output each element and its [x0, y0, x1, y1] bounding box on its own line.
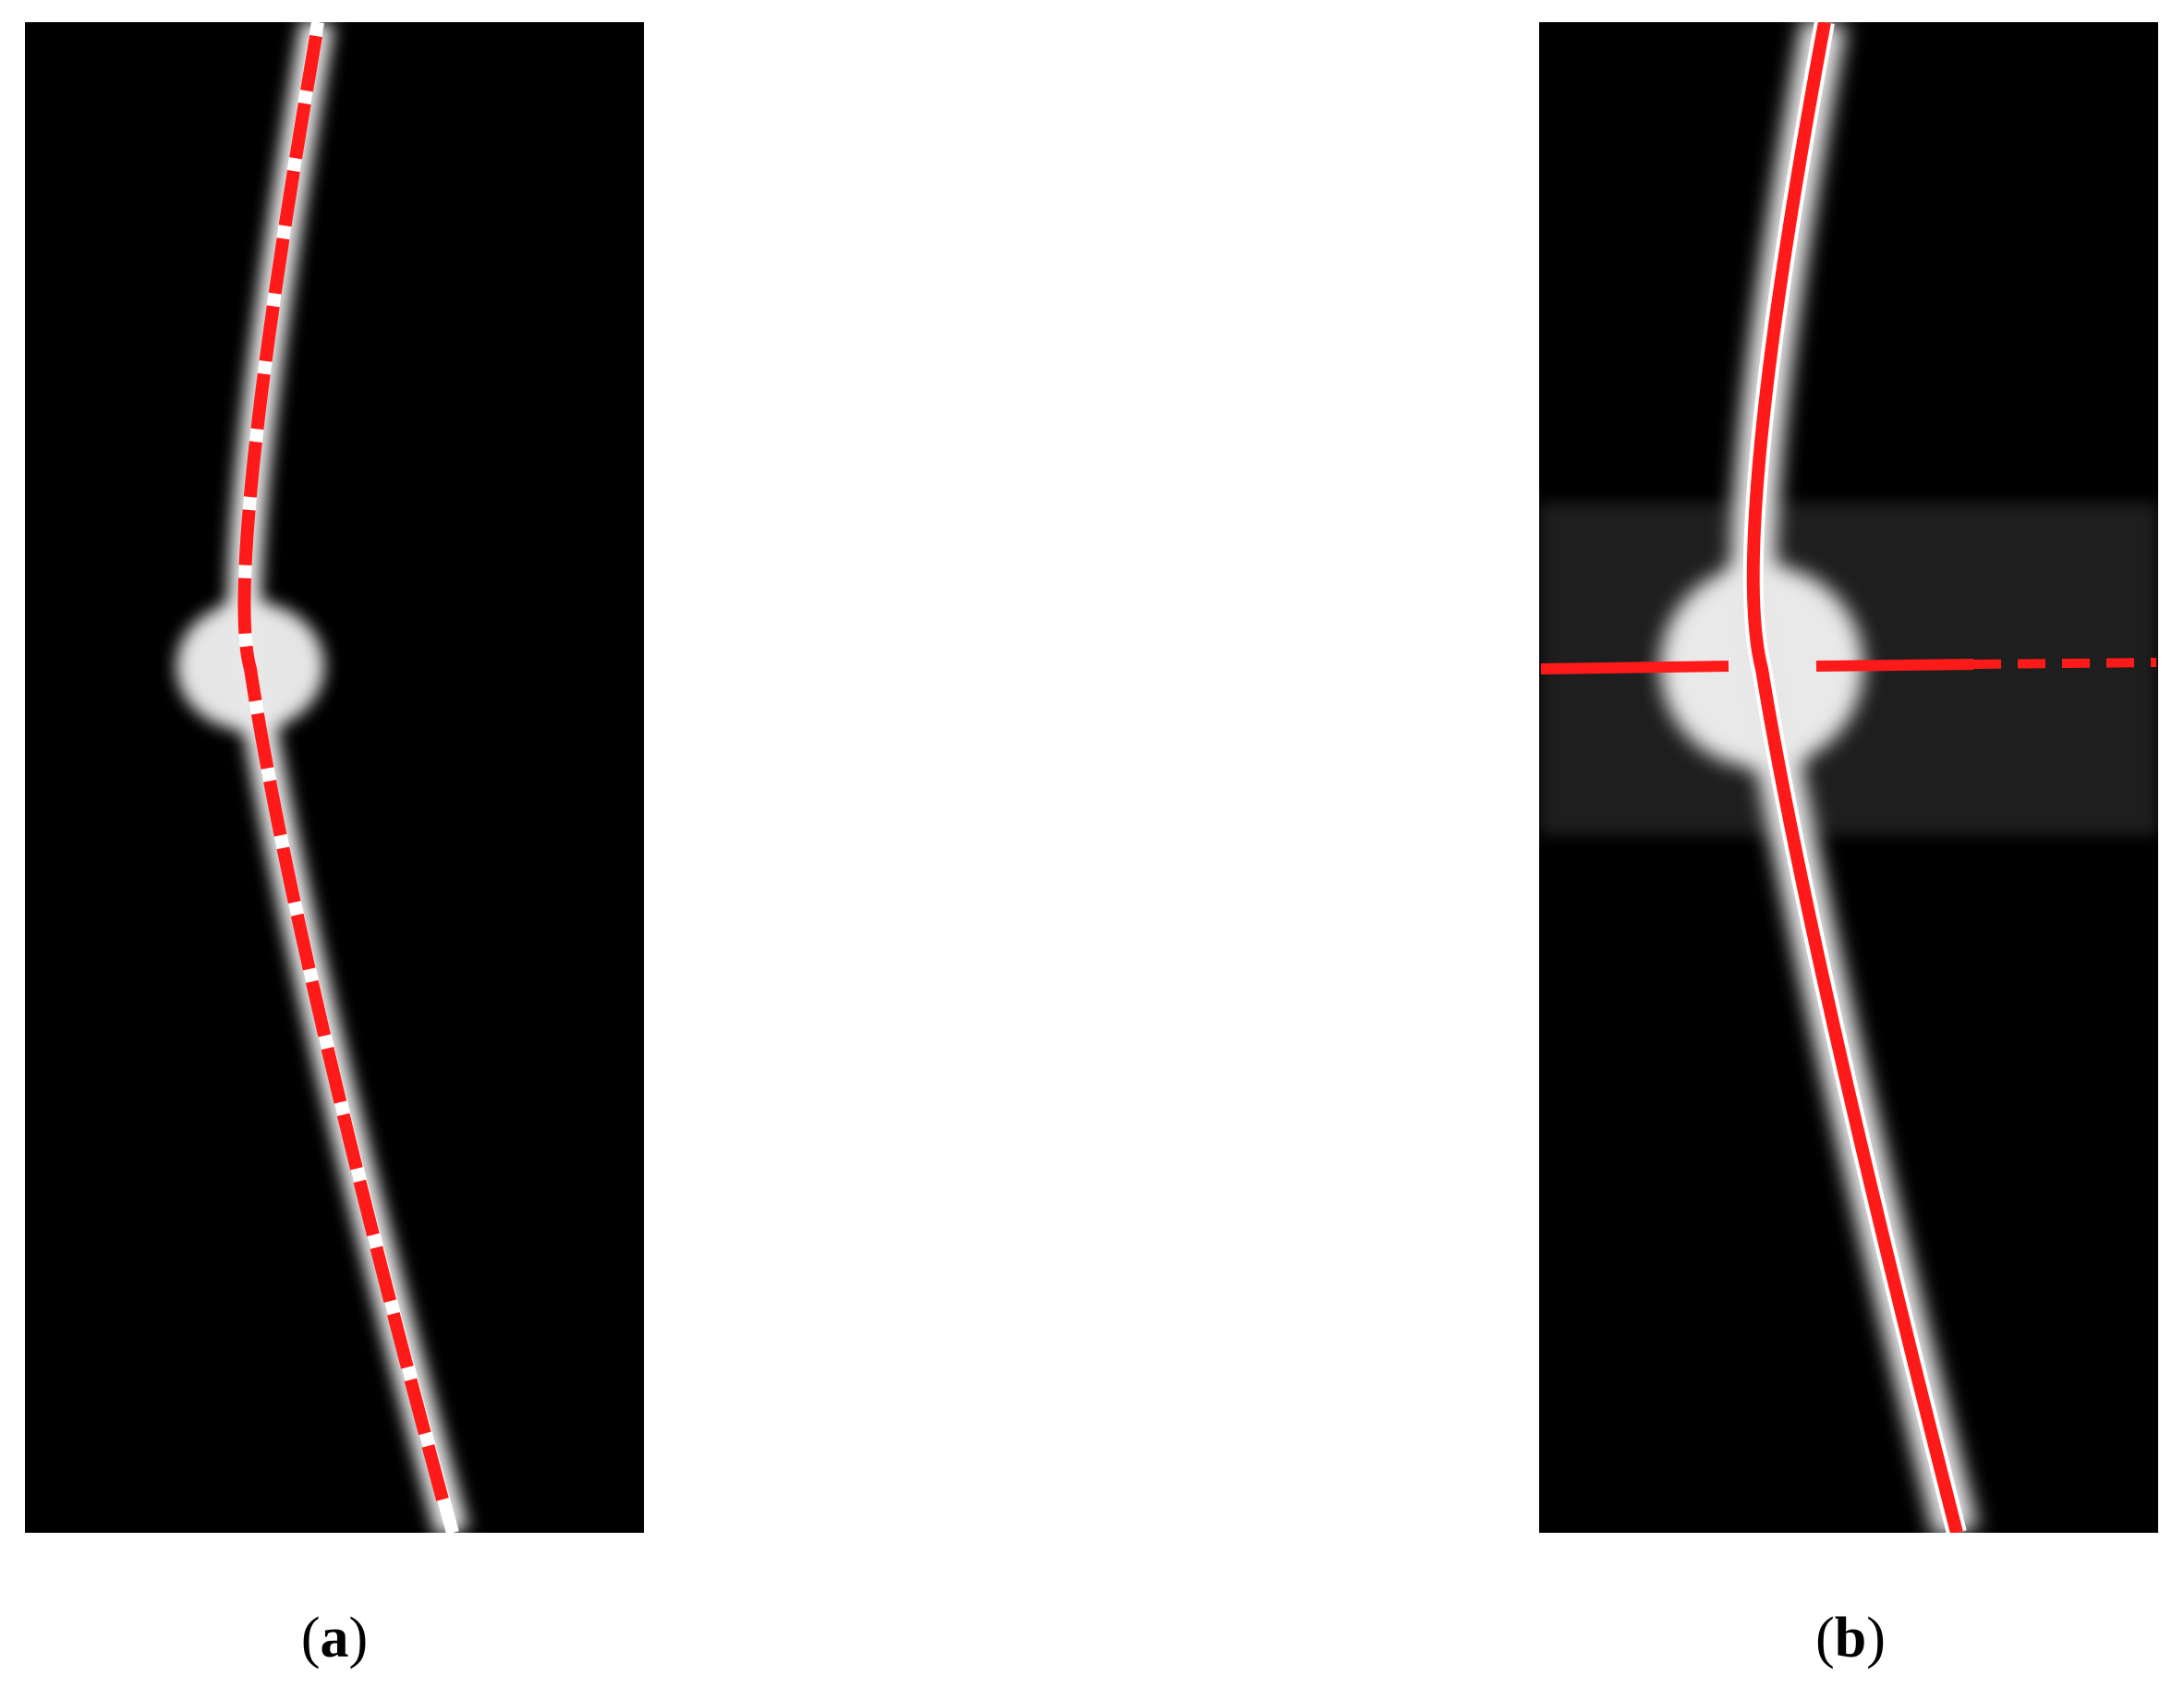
label-letter: b [1834, 1607, 1867, 1670]
panel-label: (b) [1712, 1606, 1989, 1671]
label-close: ) [348, 1607, 369, 1670]
label-letter: a [320, 1607, 349, 1670]
panel-a-image [25, 22, 644, 1533]
label-open: ( [300, 1607, 321, 1670]
label-open: ( [1815, 1607, 1835, 1670]
panel-label: (a) [196, 1606, 473, 1671]
panel-b-image [1539, 22, 2158, 1533]
label-close: ) [1866, 1607, 1886, 1670]
